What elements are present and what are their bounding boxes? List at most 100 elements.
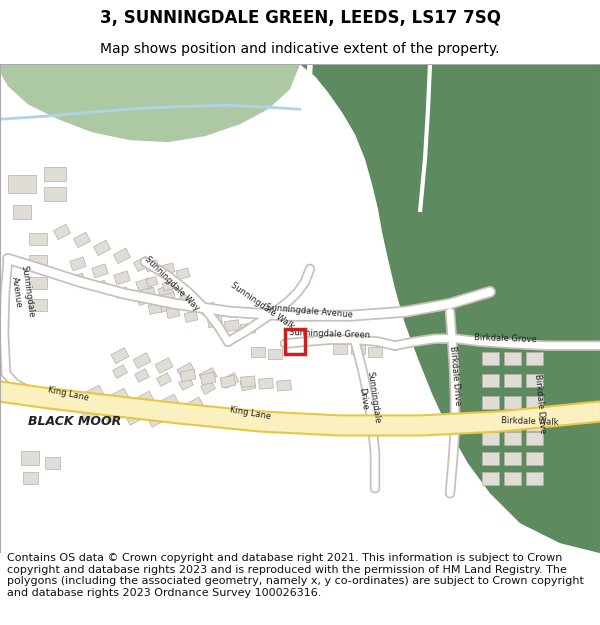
Bar [526, 396, 542, 409]
Bar [82, 406, 98, 421]
Text: Birkdale Drive: Birkdale Drive [533, 373, 547, 434]
Bar [136, 278, 152, 292]
Bar [184, 311, 198, 322]
Bar [136, 391, 154, 408]
Bar [200, 302, 216, 315]
Bar [23, 472, 37, 484]
Bar [482, 418, 499, 431]
Bar [503, 374, 521, 387]
Bar [199, 368, 217, 384]
Bar [145, 260, 159, 272]
Text: Sunningdale Green: Sunningdale Green [289, 328, 371, 339]
Bar [180, 369, 196, 382]
Bar [200, 381, 215, 394]
Bar [146, 277, 158, 287]
Bar [133, 352, 151, 369]
Bar [115, 287, 129, 298]
Text: Contains OS data © Crown copyright and database right 2021. This information is : Contains OS data © Crown copyright and d… [7, 553, 584, 598]
Bar [526, 352, 542, 365]
Bar [268, 349, 282, 359]
Bar [186, 397, 204, 414]
Text: BLACK MOOR: BLACK MOOR [28, 415, 122, 428]
Text: King Lane: King Lane [47, 385, 89, 402]
Bar [73, 232, 91, 248]
Bar [93, 280, 107, 291]
Bar [503, 418, 521, 431]
Polygon shape [430, 64, 600, 264]
Bar [114, 271, 130, 285]
Bar [221, 372, 239, 389]
Bar [176, 268, 190, 280]
Bar [44, 458, 59, 469]
Text: Map shows position and indicative extent of the property.: Map shows position and indicative extent… [100, 42, 500, 56]
Text: Birkdale Grove: Birkdale Grove [473, 333, 536, 344]
Bar [162, 281, 174, 291]
Bar [526, 452, 542, 465]
Text: Birkdale Walk: Birkdale Walk [501, 416, 559, 427]
Bar [103, 408, 121, 423]
Bar [53, 224, 71, 239]
Bar [71, 273, 85, 284]
Bar [177, 362, 195, 379]
Bar [277, 380, 292, 391]
Bar [155, 357, 173, 374]
Bar [148, 412, 164, 427]
Bar [482, 452, 499, 465]
Bar [148, 303, 162, 314]
Polygon shape [0, 64, 300, 142]
Bar [200, 372, 216, 385]
Bar [86, 385, 104, 402]
Bar [503, 396, 521, 409]
Text: King Lane: King Lane [229, 406, 271, 421]
Bar [161, 394, 179, 411]
Bar [503, 432, 521, 445]
Bar [482, 374, 499, 387]
Bar [160, 292, 176, 305]
Bar [368, 347, 382, 357]
Bar [241, 376, 256, 387]
Bar [482, 396, 499, 409]
Bar [13, 205, 31, 219]
Bar [113, 365, 127, 378]
Text: Sunningdale Walk: Sunningdale Walk [229, 281, 295, 331]
Bar [482, 472, 499, 485]
Bar [94, 240, 110, 256]
Bar [92, 264, 108, 278]
Bar [503, 472, 521, 485]
Bar [224, 320, 239, 332]
Text: Sunningdale Avenue: Sunningdale Avenue [266, 304, 353, 320]
Bar [285, 329, 305, 354]
Bar [44, 167, 66, 181]
Bar [133, 256, 151, 271]
Bar [157, 372, 172, 386]
Polygon shape [300, 64, 600, 553]
Bar [111, 388, 129, 405]
Bar [180, 298, 196, 310]
Bar [161, 263, 175, 275]
Bar [259, 378, 274, 389]
Bar [351, 344, 365, 354]
Bar [526, 418, 542, 431]
Bar [29, 277, 47, 289]
Bar [140, 288, 156, 300]
Bar [482, 432, 499, 445]
Bar [158, 285, 174, 299]
Bar [333, 344, 347, 354]
Bar [113, 248, 131, 264]
Bar [208, 316, 223, 328]
Bar [526, 432, 542, 445]
Bar [44, 187, 66, 201]
Bar [134, 369, 149, 382]
Bar [29, 299, 47, 311]
Text: Birkdale Drive: Birkdale Drive [448, 345, 462, 406]
Bar [180, 292, 196, 306]
Text: Sunningdale Way: Sunningdale Way [143, 255, 201, 313]
Bar [503, 452, 521, 465]
Text: 3, SUNNINGDALE GREEN, LEEDS, LS17 7SQ: 3, SUNNINGDALE GREEN, LEEDS, LS17 7SQ [100, 9, 500, 28]
Bar [526, 374, 542, 387]
Bar [29, 233, 47, 245]
Bar [220, 375, 236, 388]
Bar [125, 410, 143, 425]
Bar [482, 352, 499, 365]
Bar [179, 377, 193, 391]
